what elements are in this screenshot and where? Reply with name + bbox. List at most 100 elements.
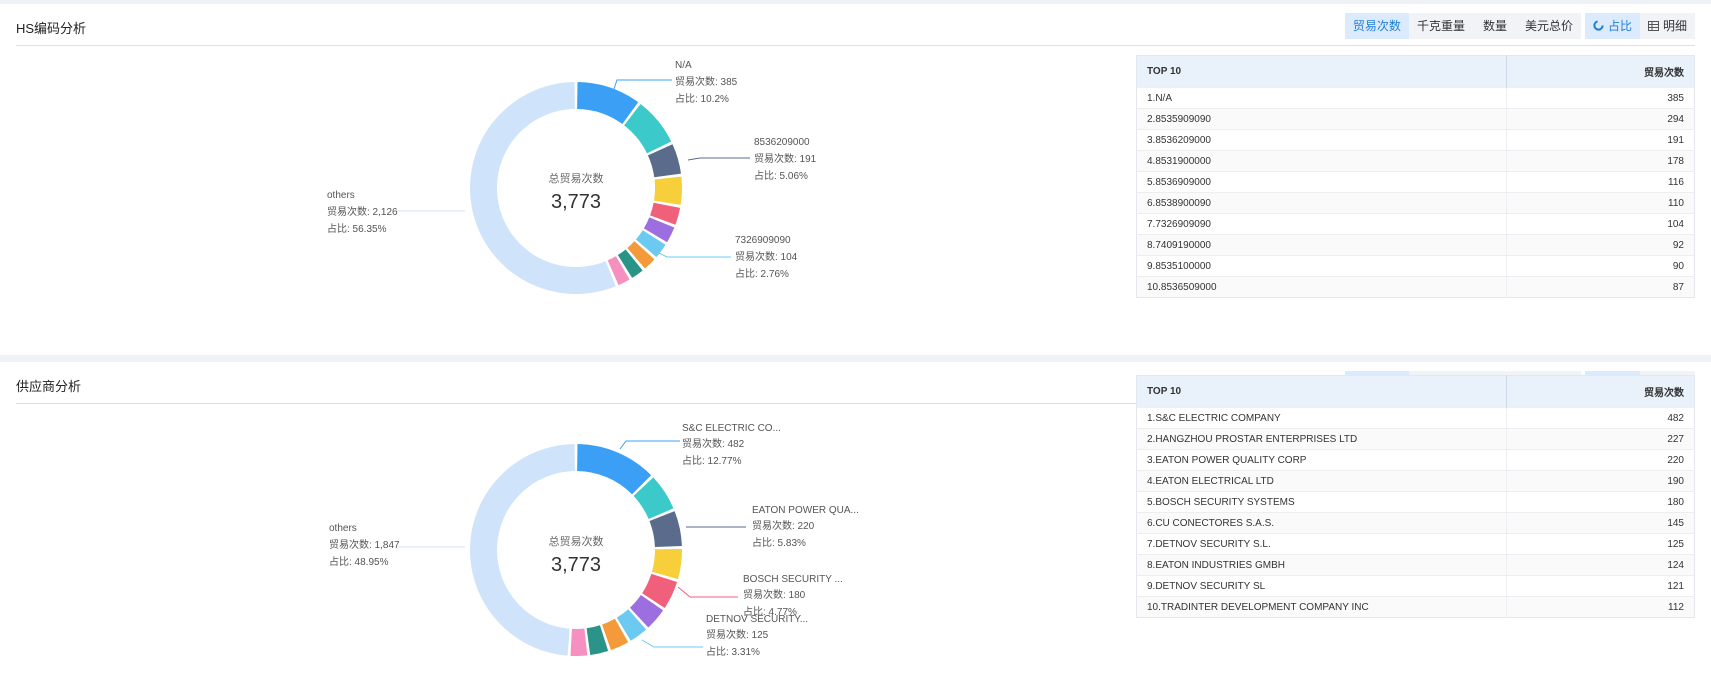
donut-slice-9[interactable] [617,249,643,278]
donut-slice-1[interactable] [577,444,652,495]
donut-slice-1[interactable] [577,82,639,125]
table-row: 10.8536509000 87 [1136,276,1695,298]
callout-count: 贸易次数: 191 [754,152,817,165]
table-header-row: TOP 10 贸易次数 [1136,55,1695,88]
donut-slice-2[interactable] [633,477,674,519]
center-label: 总贸易次数 [549,171,604,185]
column-header-trade-count: 贸易次数 [1506,55,1695,88]
row-name: 9.8535100000 [1136,255,1507,277]
donut-slice-6[interactable] [643,217,675,243]
callout-pct: 占比: 3.31% [706,645,760,658]
row-name: 1.S&C ELECTRIC COMPANY [1136,407,1507,429]
table-row: 7.DETNOV SECURITY S.L. 125 [1136,533,1695,555]
donut-slice-11[interactable] [470,444,575,656]
donut-slice-5[interactable] [642,573,678,608]
metric-segment: 贸易次数 千克重量 数量 美元总价 [1344,13,1581,39]
donut-slice-4[interactable] [653,176,682,205]
donut-slice-5[interactable] [650,202,681,225]
row-value: 112 [1506,596,1695,618]
table-row: 5.BOSCH SECURITY SYSTEMS 180 [1136,491,1695,513]
table-row: 6.8538900090 110 [1136,192,1695,214]
column-header-top10: TOP 10 [1136,55,1507,88]
metric-quantity-button[interactable]: 数量 [1472,13,1517,39]
metric-trade-count-button[interactable]: 贸易次数 [1344,13,1409,39]
row-value: 121 [1506,575,1695,597]
callout-name: EATON POWER QUA... [752,505,859,516]
view-detail-label: 明细 [1662,19,1687,33]
row-name: 2.8535909090 [1136,108,1507,130]
donut-slice-10[interactable] [607,256,630,286]
donut-slice-7[interactable] [616,609,647,641]
callout-pct: 占比: 10.2% [675,92,729,105]
view-ratio-button[interactable]: 占比 [1584,13,1640,40]
row-name: 3.EATON POWER QUALITY CORP [1136,449,1507,471]
table-row: 9.8535100000 90 [1136,255,1695,277]
callout-line-na [612,79,672,93]
row-value: 124 [1506,554,1695,576]
callout-name: S&C ELECTRIC CO... [682,423,781,434]
donut-slice-10[interactable] [570,628,588,656]
donut-slice-3[interactable] [649,511,682,548]
metric-toolbar: 贸易次数 千克重量 数量 美元总价 占比 明细 [1344,13,1695,40]
callout-pct: 占比: 5.83% [752,536,806,549]
callout-pct: 占比: 56.35% [327,222,387,235]
row-name: 4.EATON ELECTRICAL LTD [1136,470,1507,492]
donut-slice-11[interactable] [470,82,616,294]
hs-top10-table: TOP 10 贸易次数 1.N/A 385 2.8535909090 294 3.8… [1136,55,1695,298]
row-value: 294 [1506,108,1695,130]
callout-name: 7326909090 [735,235,791,246]
metric-usd-total-button[interactable]: 美元总价 [1516,13,1581,39]
panel-title: HS编码分析 [16,21,87,36]
supplier-donut-chart: 总贸易次数 3,773 S&C ELECTRIC CO... 贸易次数: 482… [0,404,1120,695]
donut-slice-8[interactable] [627,241,655,269]
callout-name: BOSCH SECURITY ... [743,574,843,585]
center-total: 3,773 [551,554,601,576]
callout-lines [398,440,746,648]
donut-slice-9[interactable] [586,625,609,656]
metric-weight-kg-button[interactable]: 千克重量 [1408,13,1473,39]
table-row: 6.CU CONECTORES S.A.S. 145 [1136,512,1695,534]
donut-slice-2[interactable] [624,103,672,154]
row-value: 92 [1506,234,1695,256]
donut-slice-6[interactable] [629,595,664,628]
row-value: 220 [1506,449,1695,471]
row-value: 90 [1506,255,1695,277]
row-value: 104 [1506,213,1695,235]
row-value: 191 [1506,129,1695,151]
view-detail-button[interactable]: 明细 [1639,13,1695,39]
table-row: 7.7326909090 104 [1136,213,1695,235]
row-value: 178 [1506,150,1695,172]
callout-pct: 占比: 4.77% [743,605,797,618]
column-header-trade-count: 贸易次数 [1506,375,1695,408]
row-name: 4.8531900000 [1136,150,1507,172]
callout-line-bosch [677,586,738,598]
table-row: 9.DETNOV SECURITY SL 121 [1136,575,1695,597]
row-value: 145 [1506,512,1695,534]
table-row: 2.HANGZHOU PROSTAR ENTERPRISES LTD 227 [1136,428,1695,450]
table-row: 8.7409190000 92 [1136,234,1695,256]
hs-donut-chart: 总贸易次数 3,773 N/A 贸易次数: 385 占比: 10.2% 8536… [0,46,1120,346]
center-label: 总贸易次数 [549,534,604,548]
row-value: 87 [1506,276,1695,298]
donut-slice-7[interactable] [635,230,666,258]
callout-count: 贸易次数: 180 [743,588,806,601]
donut-slice-3[interactable] [647,144,682,178]
donut-icon [1593,14,1604,40]
donut-slice-8[interactable] [602,618,629,651]
table-row: 4.8531900000 178 [1136,150,1695,172]
row-value: 385 [1506,87,1695,109]
callout-name: DETNOV SECURITY... [706,614,808,625]
table-row: 3.8536209000 191 [1136,129,1695,151]
callout-pct: 占比: 2.76% [735,267,789,280]
hs-donut-svg: 总贸易次数 3,773 N/A 贸易次数: 385 占比: 10.2% 8536… [327,60,817,294]
table-header-row: TOP 10 贸易次数 [1136,375,1695,408]
donut-slice-4[interactable] [651,548,683,580]
supplier-panel: 供应商分析 贸易次数 千克重量 数量 美元总价 占比 明细 总贸易次数 3,77… [0,362,1711,695]
view-ratio-label: 占比 [1607,19,1632,33]
hs-code-panel: HS编码分析 贸易次数 千克重量 数量 美元总价 占比 明细 总贸易次数 3,7… [0,4,1711,355]
row-name: 7.7326909090 [1136,213,1507,235]
row-value: 227 [1506,428,1695,450]
row-value: 482 [1506,407,1695,429]
divider [16,45,1695,46]
callout-count: 贸易次数: 104 [735,250,798,263]
